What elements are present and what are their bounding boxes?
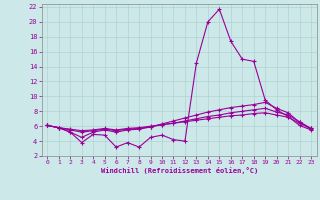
X-axis label: Windchill (Refroidissement éolien,°C): Windchill (Refroidissement éolien,°C) — [100, 167, 258, 174]
